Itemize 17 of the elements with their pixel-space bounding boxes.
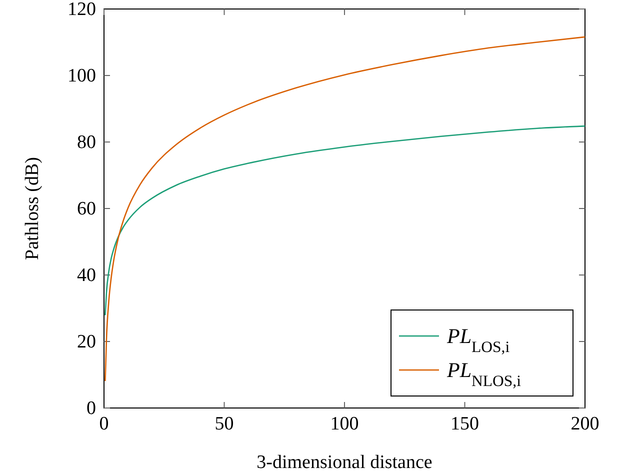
y-tick-label: 120	[68, 0, 96, 20]
x-axis-title: 3-dimensional distance	[256, 452, 432, 473]
legend-label: PL$_{LOS,i}$	[446, 324, 510, 356]
x-tick-label: 200	[570, 413, 600, 434]
x-tick-label: 100	[330, 413, 359, 434]
y-axis-title: Pathloss (dB)	[22, 157, 43, 260]
y-tick-label: 40	[77, 265, 96, 286]
x-tick-label: 150	[450, 413, 479, 434]
x-tick-label: 50	[214, 413, 234, 434]
y-tick-label: 80	[77, 132, 96, 154]
y-tick-label: 60	[77, 198, 96, 220]
y-tick-label: 0	[86, 398, 96, 420]
y-tick-label: 20	[77, 332, 96, 353]
line-series	[104, 125, 586, 316]
x-tick-label: 0	[99, 413, 109, 434]
y-tick-label: 100	[68, 66, 96, 87]
legend-label: PL$_{NLOS,i}$	[446, 358, 522, 390]
